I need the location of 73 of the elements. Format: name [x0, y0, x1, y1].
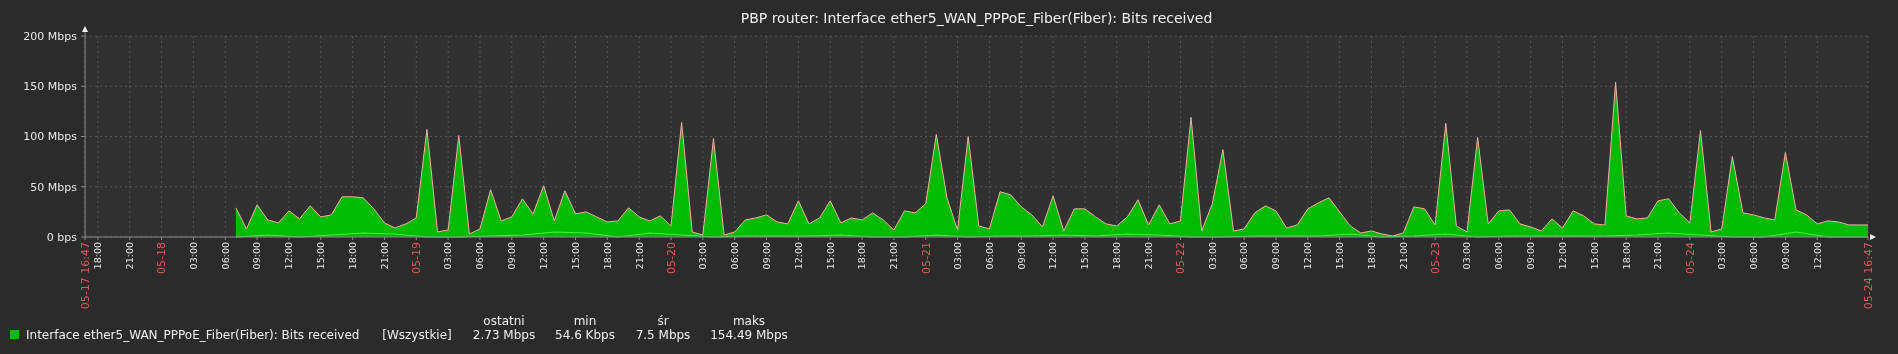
x-tick-label: 15:00 [569, 242, 581, 270]
y-tick-label: 150 Mbps [23, 80, 78, 94]
x-tick-label: 09:00 [251, 242, 263, 270]
x-tick-label: 06:00 [474, 242, 486, 270]
x-tick-label: 09:00 [1270, 242, 1282, 270]
x-tick-label: 18:00 [601, 242, 613, 270]
x-tick-label: 09:00 [1015, 242, 1027, 270]
x-tick-label: 12:00 [283, 242, 295, 270]
text: ostatni [483, 314, 525, 329]
x-tick-label: 09:00 [506, 242, 518, 270]
y-tick-label: 200 Mbps [23, 29, 78, 43]
x-tick-label: 18:00 [1620, 242, 1632, 270]
x-tick-label: 12:00 [537, 242, 549, 270]
text: [Wszystkie] [382, 328, 452, 343]
x-tick-label: 05-22 [1174, 242, 1188, 274]
x-tick-label: 05-24 16:47 [1861, 242, 1875, 310]
x-tick-label: 21:00 [1652, 242, 1664, 270]
x-tick-label: 05-17 16:47 [78, 242, 92, 310]
y-tick-label: 50 Mbps [30, 180, 78, 194]
x-tick-label: 06:00 [1493, 242, 1505, 270]
text: 54.6 Kbps [555, 328, 615, 343]
x-tick-label: 03:00 [697, 242, 709, 270]
x-tick-label: 12:00 [1556, 242, 1568, 270]
x-tick-label: 05-18 [155, 242, 169, 274]
x-tick-label: 18:00 [346, 242, 358, 270]
text: maks [732, 314, 766, 329]
x-tick-label: 15:00 [1333, 242, 1345, 270]
x-tick-label: 21:00 [888, 242, 900, 270]
x-tick-label: 06:00 [219, 242, 231, 270]
y-tick-label: 100 Mbps [23, 130, 78, 144]
x-tick-label: 21:00 [633, 242, 645, 270]
x-tick-label: 06:00 [983, 242, 995, 270]
x-tick-label: 09:00 [1525, 242, 1537, 270]
x-tick-label: 03:00 [951, 242, 963, 270]
x-tick-label: 12:00 [1811, 242, 1823, 270]
x-tick-label: 06:00 [1747, 242, 1759, 270]
x-tick-label: 18:00 [1111, 242, 1123, 270]
x-tick-label: 15:00 [315, 242, 327, 270]
text: 2.73 Mbps [472, 328, 536, 343]
text: 7.5 Mbps [635, 328, 691, 343]
x-tick-label: 15:00 [824, 242, 836, 270]
x-tick-label: 18:00 [92, 242, 104, 270]
x-tick-label: 03:00 [1206, 242, 1218, 270]
x-tick-label: 18:00 [856, 242, 868, 270]
chart-title: PBP router: Interface ether5_WAN_PPPoE_Fiber(Fiber): Bits received [740, 10, 1213, 26]
x-tick-label: 12:00 [792, 242, 804, 270]
x-tick-label: 05-19 [410, 242, 424, 274]
y-tick-label: 0 bps [46, 230, 78, 244]
x-tick-label: 05-21 [919, 242, 933, 274]
x-tick-label: 09:00 [1779, 242, 1791, 270]
x-tick-label: 18:00 [1365, 242, 1377, 270]
x-tick-label: 06:00 [729, 242, 741, 270]
x-tick-label: 03:00 [442, 242, 454, 270]
x-tick-label: 05-23 [1429, 242, 1443, 274]
x-tick-label: 03:00 [187, 242, 199, 270]
x-tick-label: 15:00 [1079, 242, 1091, 270]
x-tick-label: 06:00 [1238, 242, 1250, 270]
x-tick-label: 05-20 [664, 242, 678, 274]
x-tick-label: 03:00 [1461, 242, 1473, 270]
x-tick-label: 21:00 [1397, 242, 1409, 270]
text: min [573, 314, 597, 329]
x-tick-label: 21:00 [1142, 242, 1154, 270]
x-tick-label: 05-24 [1683, 242, 1697, 274]
x-tick-label: 12:00 [1302, 242, 1314, 270]
x-tick-label: 09:00 [760, 242, 772, 270]
legend-label: Interface ether5_WAN_PPPoE_Fiber(Fiber): Bits received [26, 328, 360, 343]
x-tick-label: 03:00 [1716, 242, 1728, 270]
text: 154.49 Mbps [710, 328, 788, 343]
text: śr [657, 314, 669, 329]
x-tick-label: 21:00 [124, 242, 136, 270]
x-tick-label: 12:00 [1047, 242, 1059, 270]
x-tick-label: 21:00 [378, 242, 390, 270]
x-tick-label: 15:00 [1588, 242, 1600, 270]
